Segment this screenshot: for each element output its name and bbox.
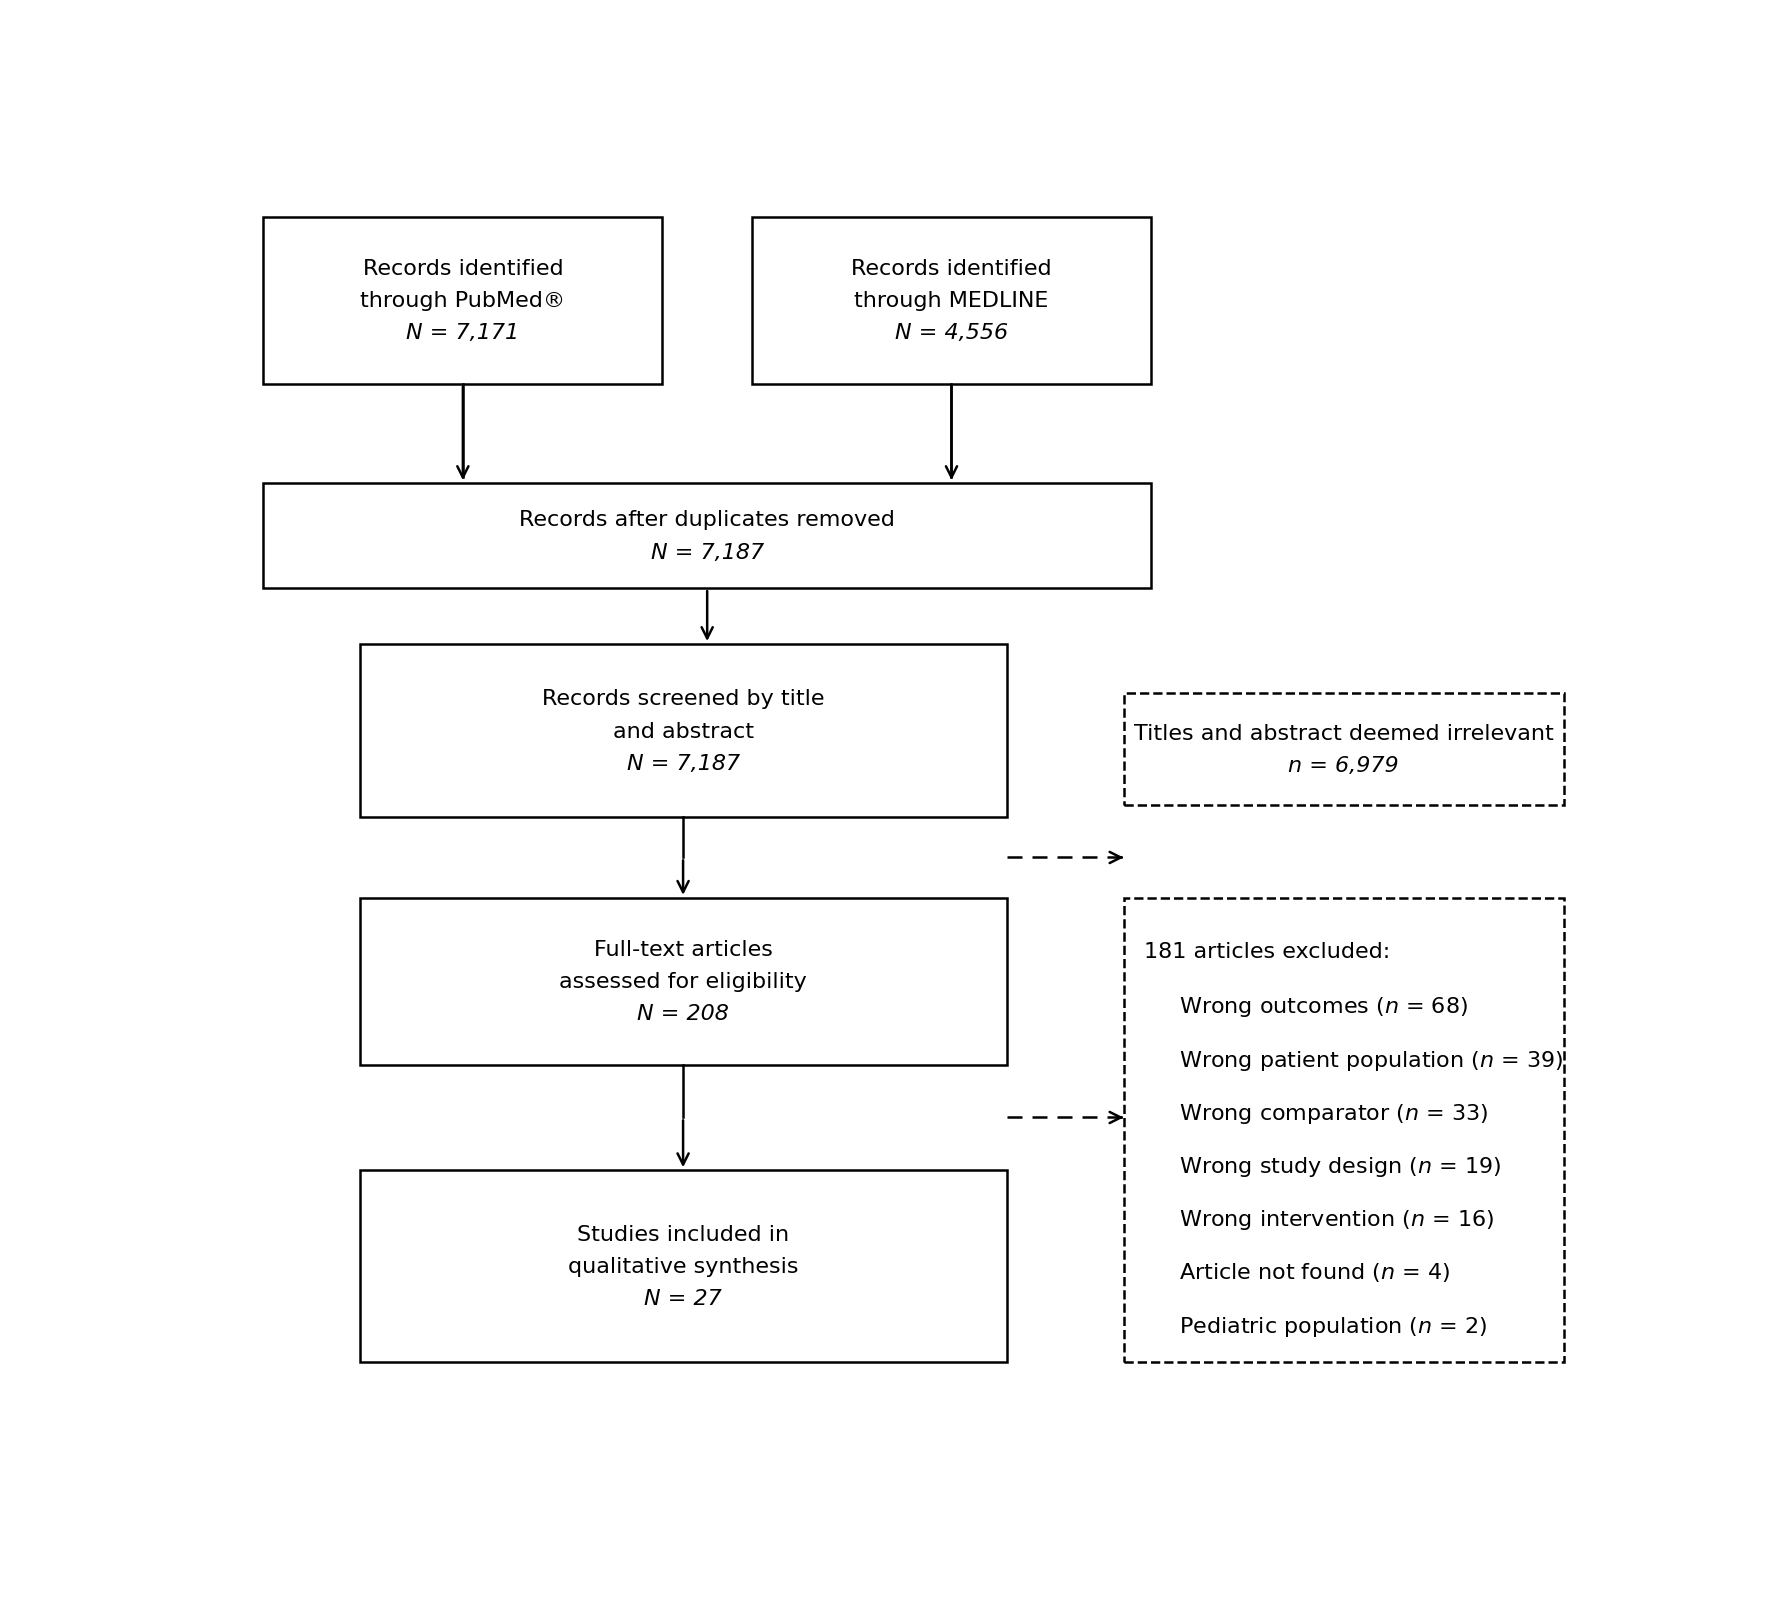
FancyBboxPatch shape [263, 217, 662, 384]
Text: Wrong intervention ($\it{n}$ = 16): Wrong intervention ($\it{n}$ = 16) [1179, 1207, 1494, 1231]
Text: Wrong study design ($\it{n}$ = 19): Wrong study design ($\it{n}$ = 19) [1179, 1154, 1501, 1178]
Text: N = 7,187: N = 7,187 [650, 542, 764, 562]
Text: N = 27: N = 27 [645, 1289, 723, 1308]
FancyBboxPatch shape [1124, 898, 1565, 1363]
Text: Studies included in: Studies included in [577, 1225, 789, 1244]
Text: N = 7,171: N = 7,171 [407, 323, 519, 344]
Text: Records screened by title: Records screened by title [542, 689, 824, 709]
Text: N = 7,187: N = 7,187 [627, 754, 739, 773]
Text: qualitative synthesis: qualitative synthesis [568, 1257, 799, 1276]
Text: Pediatric population ($\it{n}$ = 2): Pediatric population ($\it{n}$ = 2) [1179, 1315, 1487, 1339]
Text: and abstract: and abstract [613, 722, 753, 741]
Text: through PubMed®: through PubMed® [361, 291, 565, 312]
Text: Full-text articles: Full-text articles [593, 940, 773, 959]
FancyBboxPatch shape [359, 644, 1007, 818]
Text: N = 208: N = 208 [638, 1004, 728, 1024]
FancyBboxPatch shape [1124, 694, 1565, 805]
Text: Wrong outcomes ($\it{n}$ = 68): Wrong outcomes ($\it{n}$ = 68) [1179, 995, 1467, 1019]
FancyBboxPatch shape [359, 1170, 1007, 1363]
Text: Article not found ($\it{n}$ = 4): Article not found ($\it{n}$ = 4) [1179, 1261, 1449, 1284]
FancyBboxPatch shape [263, 484, 1151, 588]
FancyBboxPatch shape [751, 217, 1151, 384]
Text: assessed for eligibility: assessed for eligibility [559, 972, 806, 992]
Text: Records after duplicates removed: Records after duplicates removed [519, 509, 895, 530]
Text: n = 6,979: n = 6,979 [1288, 755, 1399, 776]
FancyBboxPatch shape [359, 898, 1007, 1065]
Text: 181 articles excluded:: 181 articles excluded: [1144, 942, 1391, 961]
Text: N = 4,556: N = 4,556 [895, 323, 1009, 344]
Text: Wrong comparator ($\it{n}$ = 33): Wrong comparator ($\it{n}$ = 33) [1179, 1101, 1488, 1125]
Text: Records identified: Records identified [851, 259, 1051, 280]
Text: Titles and abstract deemed irrelevant: Titles and abstract deemed irrelevant [1133, 723, 1554, 744]
Text: Wrong patient population ($\it{n}$ = 39): Wrong patient population ($\it{n}$ = 39) [1179, 1048, 1563, 1072]
Text: through MEDLINE: through MEDLINE [854, 291, 1048, 312]
Text: Records identified: Records identified [362, 259, 563, 280]
